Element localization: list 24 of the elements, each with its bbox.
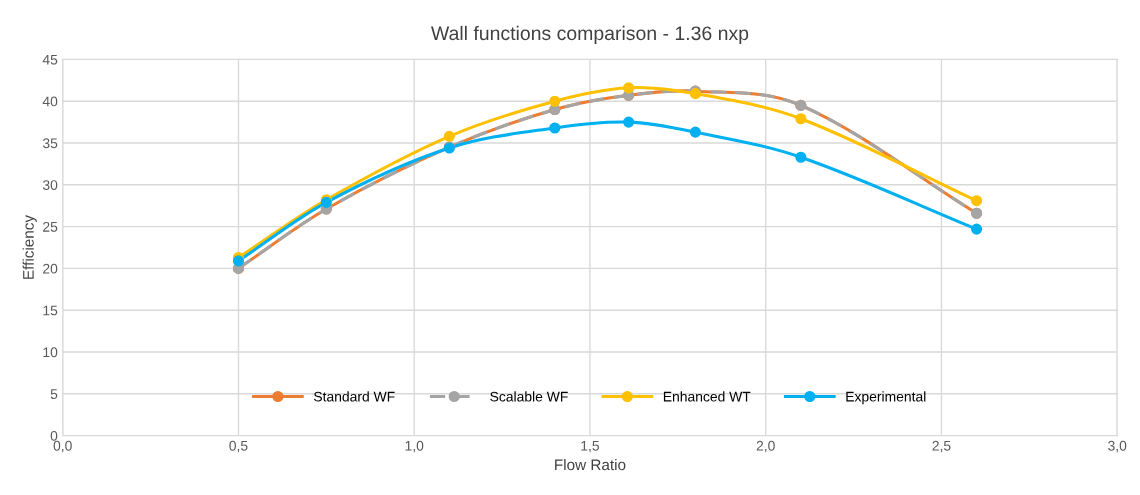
x-tick-label: 3,0 — [1108, 440, 1127, 453]
legend-label: Scalable WF — [490, 391, 568, 402]
y-tick-label: 25 — [43, 221, 58, 232]
x-tick-label: 0,0 — [53, 440, 72, 453]
y-tick-label: 45 — [42, 54, 58, 65]
y-tick-label: 15 — [43, 305, 58, 316]
x-tick-label: 0,5 — [229, 440, 248, 453]
y-tick-label: 30 — [42, 180, 58, 190]
legend-label: Enhanced WT — [663, 391, 751, 402]
y-tick-label: 20 — [43, 263, 58, 274]
x-tick-label: 2,5 — [932, 440, 951, 453]
x-tick-label: 1,5 — [581, 440, 600, 453]
y-tick-label: 35 — [42, 138, 58, 149]
x-axis-title: Flow Ratio — [555, 458, 626, 471]
x-tick-label: 1,0 — [405, 440, 424, 453]
y-tick-label: 10 — [43, 347, 58, 358]
legend-label: Standard WF — [313, 391, 395, 402]
y-axis-title: Efficiency — [22, 214, 37, 279]
legend-label: Experimental — [846, 391, 926, 405]
chart-title: Wall functions comparison - 1.36 nxp — [431, 25, 749, 44]
y-tick-label: 40 — [42, 96, 58, 107]
y-tick-label: 5 — [50, 389, 58, 399]
x-tick-label: 2,0 — [756, 440, 775, 453]
y-tick-label: 0 — [50, 430, 58, 441]
